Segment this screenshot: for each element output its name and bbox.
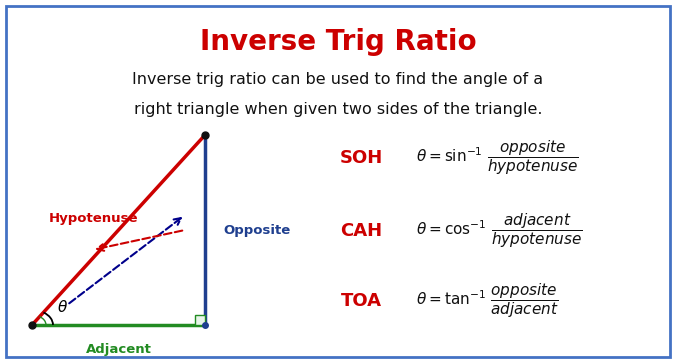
Text: right triangle when given two sides of the triangle.: right triangle when given two sides of t… [134, 102, 542, 117]
Text: SOH: SOH [340, 149, 383, 167]
Text: Hypotenuse: Hypotenuse [49, 212, 139, 224]
FancyBboxPatch shape [6, 6, 670, 357]
Text: Adjacent: Adjacent [86, 343, 151, 356]
Text: Opposite: Opposite [223, 224, 290, 237]
Text: $\theta = \sin^{-1}\,\dfrac{\mathit{opposite}}{\mathit{hypotenuse}}$: $\theta = \sin^{-1}\,\dfrac{\mathit{oppo… [416, 139, 579, 178]
Text: $\theta = \cos^{-1}\,\dfrac{\mathit{adjacent}}{\mathit{hypotenuse}}$: $\theta = \cos^{-1}\,\dfrac{\mathit{adja… [416, 212, 583, 250]
Text: Inverse trig ratio can be used to find the angle of a: Inverse trig ratio can be used to find t… [132, 72, 544, 87]
Text: $\theta = \tan^{-1}\,\dfrac{\mathit{opposite}}{\mathit{adjacent}}$: $\theta = \tan^{-1}\,\dfrac{\mathit{oppo… [416, 282, 558, 321]
Text: Inverse Trig Ratio: Inverse Trig Ratio [199, 28, 477, 56]
Text: θ: θ [57, 300, 67, 315]
Text: TOA: TOA [341, 292, 382, 310]
Text: CAH: CAH [341, 222, 383, 240]
FancyBboxPatch shape [195, 315, 205, 325]
